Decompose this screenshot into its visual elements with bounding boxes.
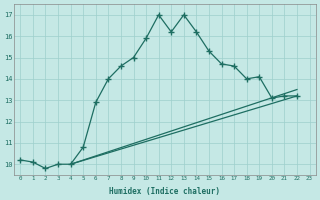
- X-axis label: Humidex (Indice chaleur): Humidex (Indice chaleur): [109, 187, 220, 196]
